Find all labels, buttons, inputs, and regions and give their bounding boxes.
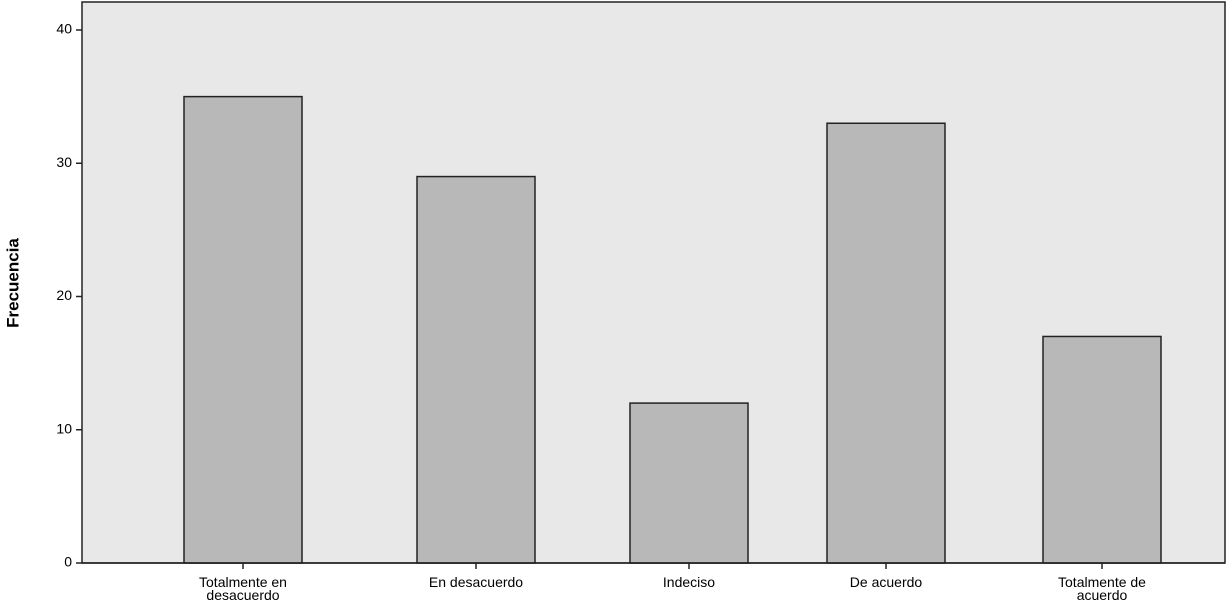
y-axis-title: Frecuencia (3, 238, 22, 328)
y-tick-label: 30 (56, 154, 72, 170)
x-tick-label: Indeciso (662, 574, 716, 590)
bar (629, 402, 749, 564)
bar (416, 175, 536, 564)
x-tick-label: Totalmente de acuerdo (1058, 574, 1146, 603)
x-tick-label: Totalmente en desacuerdo (199, 574, 287, 603)
y-tick-label: 0 (64, 554, 72, 570)
y-tick-label: 40 (56, 21, 72, 37)
bar (1042, 335, 1162, 564)
x-tick-label: En desacuerdo (428, 574, 524, 590)
bar (826, 122, 946, 564)
y-tick-label: 20 (56, 287, 72, 303)
y-tick-label: 10 (56, 420, 72, 436)
x-tick-label: De acuerdo (849, 574, 923, 590)
bar (183, 95, 303, 564)
